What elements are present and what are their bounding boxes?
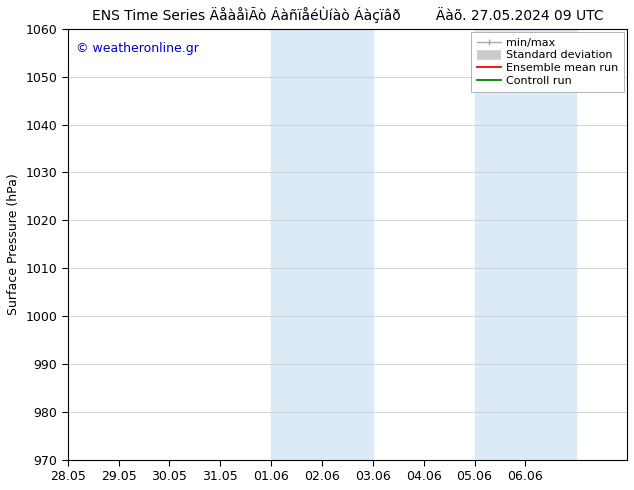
- Bar: [271, 29, 373, 460]
- Y-axis label: Surface Pressure (hPa): Surface Pressure (hPa): [7, 173, 20, 315]
- Title: ENS Time Series ÄåàåìÃò ÁàñïåéÙíàò Áàçïâð        Äàõ. 27.05.2024 09 UTC: ENS Time Series ÄåàåìÃò ÁàñïåéÙíàò Áàçïâ…: [91, 7, 603, 24]
- Bar: [474, 29, 576, 460]
- Legend: min/max, Standard deviation, Ensemble mean run, Controll run: min/max, Standard deviation, Ensemble me…: [472, 32, 624, 92]
- Text: © weatheronline.gr: © weatheronline.gr: [76, 42, 199, 55]
